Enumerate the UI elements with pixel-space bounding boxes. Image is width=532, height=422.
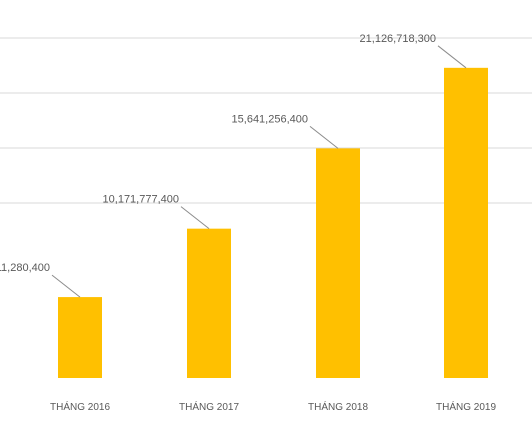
data-label-4: 21,126,718,300 <box>360 33 436 45</box>
gridlines <box>0 37 532 204</box>
x-tick-label-4: THÁNG 2019 <box>436 400 496 413</box>
data-label-2: 10,171,777,400 <box>103 194 179 206</box>
data-label-1: 5,511,280,400 <box>0 262 50 274</box>
data-labels: 5,511,280,400 10,171,777,400 15,641,256,40… <box>0 33 467 298</box>
bar-2 <box>187 228 231 378</box>
bar-1 <box>58 297 102 378</box>
x-axis-tick-labels: THÁNG 2016 THÁNG 2017 THÁNG 2018 THÁNG 2019 <box>50 400 496 413</box>
bars <box>58 67 488 379</box>
bar-3 <box>316 148 360 378</box>
x-tick-label-3: THÁNG 2018 <box>308 400 368 413</box>
leader-line-2 <box>180 206 210 230</box>
bar-4 <box>444 67 488 379</box>
x-tick-label-1: THÁNG 2016 <box>50 400 110 413</box>
x-tick-label-2: THÁNG 2017 <box>179 400 239 413</box>
leader-line-3 <box>309 125 339 149</box>
leader-line-4 <box>437 45 467 69</box>
leader-line-1 <box>51 274 81 298</box>
data-label-3: 15,641,256,400 <box>232 113 308 125</box>
